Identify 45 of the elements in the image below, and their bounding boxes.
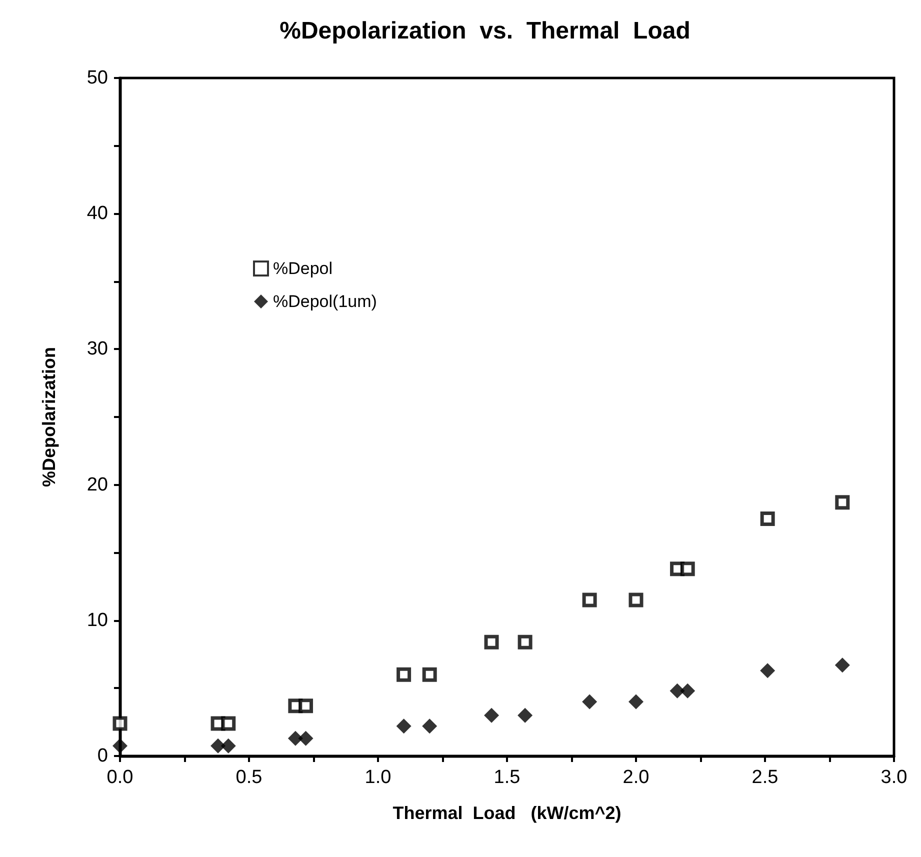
x-tick-label: 0.5 [236,767,262,788]
point [220,738,236,754]
point [680,562,695,576]
x-tick-label: 1.0 [364,767,392,788]
point [582,694,598,710]
point [484,634,499,650]
point [760,511,775,526]
point [112,738,128,754]
y-tick-label: 40 [86,203,108,224]
legend-label: %Depol [273,259,333,278]
y-tick-label: 0 [97,746,108,766]
point [582,592,597,608]
point [518,634,532,650]
point [422,718,438,734]
point [670,683,685,698]
point [835,495,850,510]
point [396,718,412,734]
x-axis-title: Thermal Load (kW/cm^2) [392,803,622,823]
point [628,592,644,608]
x-tick-label: 1.5 [494,767,520,788]
point [834,658,850,673]
point [298,730,314,746]
y-tick-label: 50 [86,68,108,88]
point [298,698,314,714]
point [760,663,776,678]
legend-label: %Depol(1um) [273,292,377,311]
point [484,708,500,723]
point [288,730,303,746]
x-tick-label: 2.5 [752,767,778,788]
y-tick-label: 20 [86,474,108,496]
y-axis-title: %Depolarization [39,346,59,488]
point [422,667,437,682]
point [518,708,533,723]
chart-title: %Depolarization vs. Thermal Load [280,18,690,44]
x-tick-label: 3.0 [880,767,908,788]
point [628,694,644,710]
point [221,716,236,731]
point [112,716,128,731]
x-tick-label: 2.0 [622,767,650,788]
point [210,738,226,754]
x-tick-label: 0.0 [106,767,134,788]
point [396,667,412,682]
y-tick-label: 30 [86,338,108,360]
point [680,683,696,698]
y-tick-label: 10 [86,610,108,631]
